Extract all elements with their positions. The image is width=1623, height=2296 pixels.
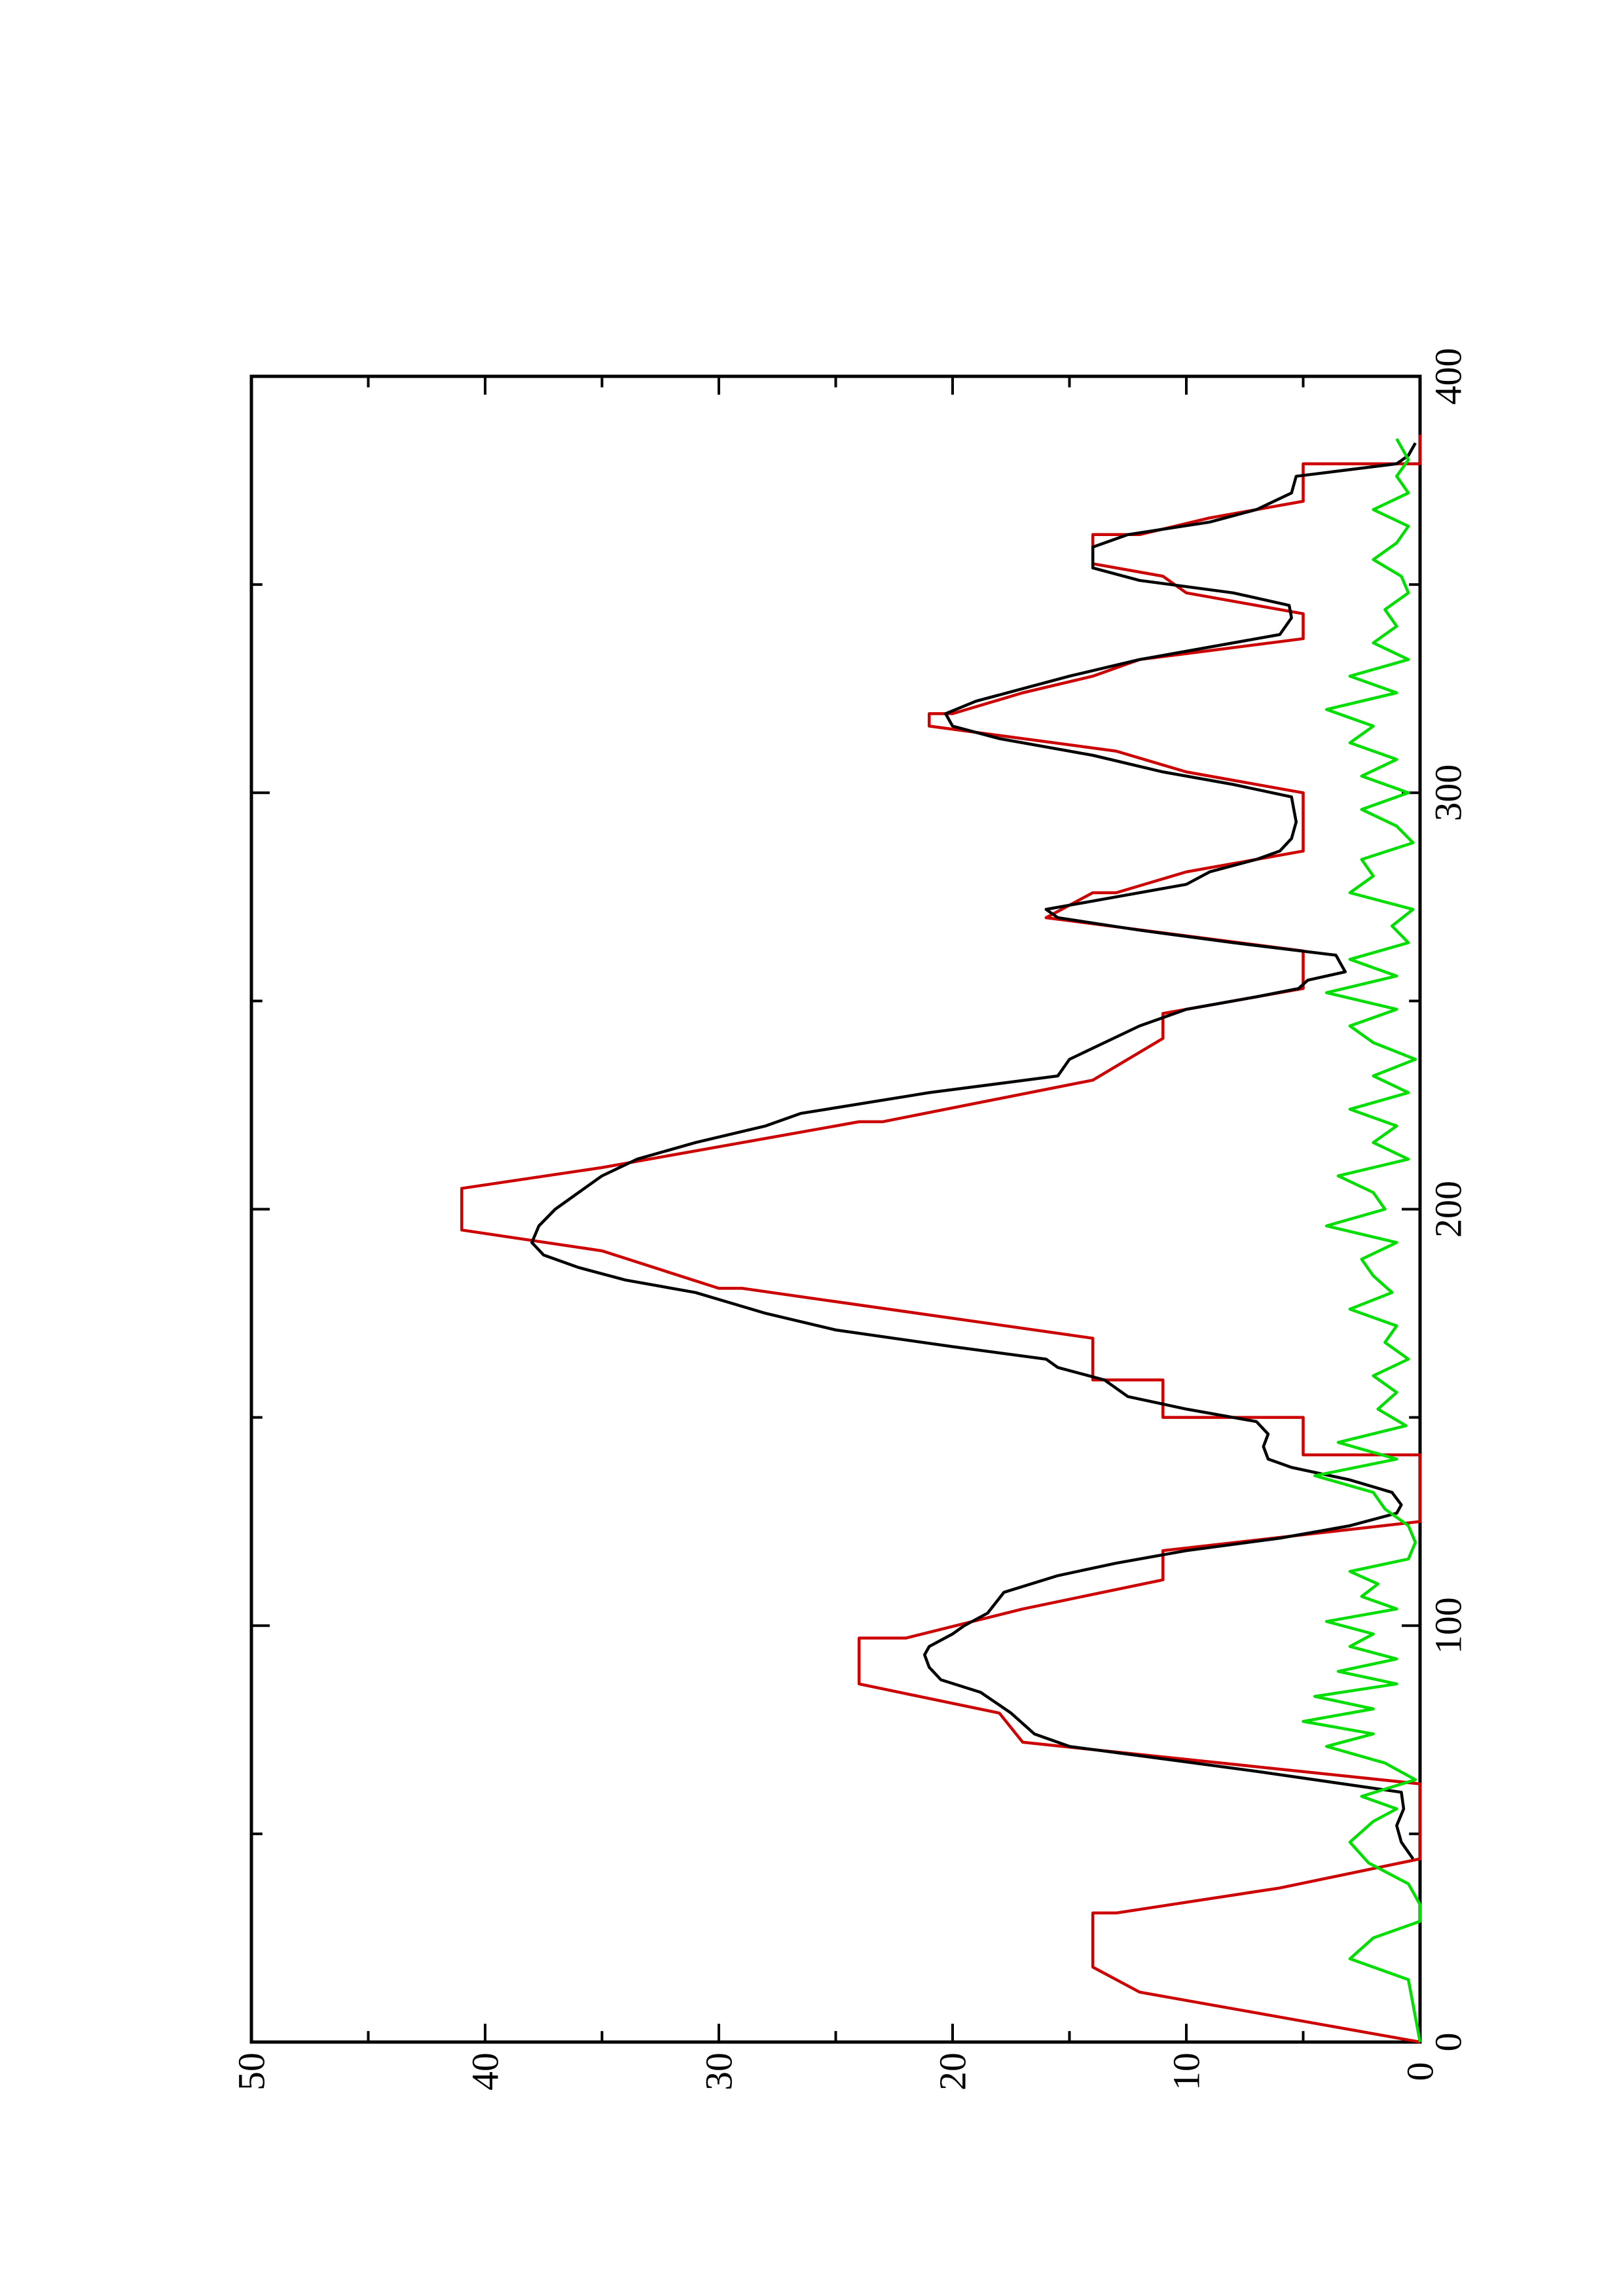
y-tick-label: 40 (464, 2053, 507, 2090)
axis-tick-labels: 0 100 200 300 400 0 10 20 30 40 50 (230, 348, 1470, 2091)
x-tick-label: 0 (1427, 2033, 1470, 2052)
y-tick-label: 20 (932, 2053, 974, 2090)
series-green-line (1302, 438, 1422, 2043)
axis-ticks (250, 375, 1421, 2043)
x-tick-label: 300 (1427, 764, 1470, 821)
series-layer (460, 435, 1422, 2044)
x-tick-label: 400 (1427, 348, 1470, 405)
x-tick-label: 200 (1427, 1181, 1470, 1238)
plot-frame (249, 374, 1422, 2044)
series-red-line (460, 435, 1422, 2044)
series-black-line (530, 442, 1417, 1860)
y-tick-label: 10 (1165, 2053, 1208, 2090)
y-tick-label: 30 (698, 2053, 740, 2090)
y-tick-label: 0 (1399, 2062, 1442, 2081)
x-tick-label: 100 (1427, 1597, 1470, 1654)
y-tick-label: 50 (230, 2053, 273, 2090)
